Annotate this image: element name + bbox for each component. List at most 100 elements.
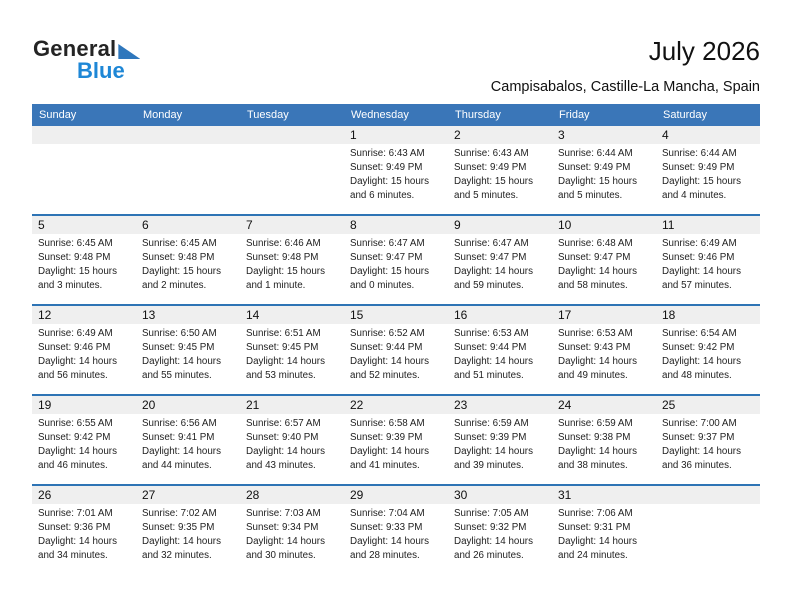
day-cell-17: 17 Sunrise: 6:53 AM Sunset: 9:43 PM Dayligh…: [552, 306, 656, 394]
daylight-text: Daylight: 14 hours and 24 minutes.: [558, 535, 637, 561]
day-number: 5: [32, 216, 136, 234]
daylight-text: Daylight: 14 hours and 49 minutes.: [558, 355, 637, 381]
sunset-text: Sunset: 9:36 PM: [38, 521, 111, 533]
daylight-text: Daylight: 14 hours and 56 minutes.: [38, 355, 117, 381]
day-details: Sunrise: 6:53 AM Sunset: 9:44 PM Daylight:…: [448, 324, 552, 383]
sunrise-text: Sunrise: 6:46 AM: [246, 238, 321, 249]
sunset-text: Sunset: 9:46 PM: [662, 251, 735, 263]
daylight-text: Daylight: 14 hours and 30 minutes.: [246, 535, 325, 561]
logo-triangle-icon: [118, 44, 141, 59]
day-number: 27: [136, 486, 240, 504]
day-cell-2: 2 Sunrise: 6:43 AM Sunset: 9:49 PM Daylight…: [448, 126, 552, 214]
sunset-text: Sunset: 9:42 PM: [662, 341, 735, 353]
daylight-text: Daylight: 14 hours and 48 minutes.: [662, 355, 741, 381]
daylight-text: Daylight: 14 hours and 38 minutes.: [558, 445, 637, 471]
day-cell-8: 8 Sunrise: 6:47 AM Sunset: 9:47 PM Daylight…: [344, 216, 448, 304]
day-cell-3: 3 Sunrise: 6:44 AM Sunset: 9:49 PM Daylight…: [552, 126, 656, 214]
day-details: Sunrise: 6:49 AM Sunset: 9:46 PM Daylight:…: [32, 324, 136, 383]
sunrise-text: Sunrise: 6:57 AM: [246, 418, 321, 429]
sunset-text: Sunset: 9:47 PM: [558, 251, 631, 263]
day-details: Sunrise: 6:52 AM Sunset: 9:44 PM Daylight:…: [344, 324, 448, 383]
day-number: 20: [136, 396, 240, 414]
day-details: Sunrise: 7:02 AM Sunset: 9:35 PM Daylight:…: [136, 504, 240, 563]
daylight-text: Daylight: 14 hours and 58 minutes.: [558, 265, 637, 291]
day-number: 7: [240, 216, 344, 234]
daylight-text: Daylight: 14 hours and 44 minutes.: [142, 445, 221, 471]
week-row: 5 Sunrise: 6:45 AM Sunset: 9:48 PM Daylight…: [32, 214, 760, 304]
daylight-text: Daylight: 15 hours and 6 minutes.: [350, 175, 429, 201]
day-cell-7: 7 Sunrise: 6:46 AM Sunset: 9:48 PM Daylight…: [240, 216, 344, 304]
sunset-text: Sunset: 9:39 PM: [350, 431, 423, 443]
day-details: Sunrise: 7:00 AM Sunset: 9:37 PM Daylight:…: [656, 414, 760, 473]
day-cell-empty: [240, 126, 344, 214]
day-details: Sunrise: 6:58 AM Sunset: 9:39 PM Daylight:…: [344, 414, 448, 473]
day-details: Sunrise: 7:06 AM Sunset: 9:31 PM Daylight:…: [552, 504, 656, 563]
sunrise-text: Sunrise: 6:59 AM: [454, 418, 529, 429]
day-number: 6: [136, 216, 240, 234]
daylight-text: Daylight: 14 hours and 51 minutes.: [454, 355, 533, 381]
sunrise-text: Sunrise: 7:05 AM: [454, 508, 529, 519]
day-details: Sunrise: 7:01 AM Sunset: 9:36 PM Daylight:…: [32, 504, 136, 563]
daylight-text: Daylight: 14 hours and 32 minutes.: [142, 535, 221, 561]
daylight-text: Daylight: 14 hours and 55 minutes.: [142, 355, 221, 381]
day-number: 26: [32, 486, 136, 504]
day-cell-15: 15 Sunrise: 6:52 AM Sunset: 9:44 PM Dayligh…: [344, 306, 448, 394]
week-row: 19 Sunrise: 6:55 AM Sunset: 9:42 PM Dayligh…: [32, 394, 760, 484]
sunrise-text: Sunrise: 6:55 AM: [38, 418, 113, 429]
day-number: 29: [344, 486, 448, 504]
daylight-text: Daylight: 15 hours and 1 minute.: [246, 265, 325, 291]
day-details: Sunrise: 6:59 AM Sunset: 9:38 PM Daylight:…: [552, 414, 656, 473]
daylight-text: Daylight: 15 hours and 4 minutes.: [662, 175, 741, 201]
sunrise-text: Sunrise: 6:51 AM: [246, 328, 321, 339]
sunrise-text: Sunrise: 6:47 AM: [454, 238, 529, 249]
day-number: 31: [552, 486, 656, 504]
sunset-text: Sunset: 9:39 PM: [454, 431, 527, 443]
sunset-text: Sunset: 9:48 PM: [142, 251, 215, 263]
day-number: 22: [344, 396, 448, 414]
day-number: 9: [448, 216, 552, 234]
week-row: 12 Sunrise: 6:49 AM Sunset: 9:46 PM Dayligh…: [32, 304, 760, 394]
day-number: 17: [552, 306, 656, 324]
sunrise-text: Sunrise: 7:02 AM: [142, 508, 217, 519]
day-cell-10: 10 Sunrise: 6:48 AM Sunset: 9:47 PM Dayligh…: [552, 216, 656, 304]
day-number: 21: [240, 396, 344, 414]
day-details: Sunrise: 6:43 AM Sunset: 9:49 PM Daylight:…: [448, 144, 552, 203]
day-number: 18: [656, 306, 760, 324]
day-number: 2: [448, 126, 552, 144]
day-number: 13: [136, 306, 240, 324]
day-cell-12: 12 Sunrise: 6:49 AM Sunset: 9:46 PM Dayligh…: [32, 306, 136, 394]
day-number: [32, 126, 136, 144]
sunset-text: Sunset: 9:45 PM: [142, 341, 215, 353]
sunset-text: Sunset: 9:40 PM: [246, 431, 319, 443]
weekday-header-friday: Friday: [559, 109, 590, 121]
daylight-text: Daylight: 14 hours and 39 minutes.: [454, 445, 533, 471]
day-number: 10: [552, 216, 656, 234]
day-details: Sunrise: 6:55 AM Sunset: 9:42 PM Daylight:…: [32, 414, 136, 473]
sunset-text: Sunset: 9:48 PM: [246, 251, 319, 263]
sunset-text: Sunset: 9:49 PM: [454, 161, 527, 173]
sunrise-text: Sunrise: 6:54 AM: [662, 328, 737, 339]
sunrise-text: Sunrise: 6:44 AM: [662, 148, 737, 159]
daylight-text: Daylight: 15 hours and 5 minutes.: [454, 175, 533, 201]
sunset-text: Sunset: 9:35 PM: [142, 521, 215, 533]
sunset-text: Sunset: 9:48 PM: [38, 251, 111, 263]
sunrise-text: Sunrise: 6:48 AM: [558, 238, 633, 249]
week-row: 1 Sunrise: 6:43 AM Sunset: 9:49 PM Daylight…: [32, 126, 760, 214]
day-details: Sunrise: 6:43 AM Sunset: 9:49 PM Daylight:…: [344, 144, 448, 203]
sunset-text: Sunset: 9:49 PM: [558, 161, 631, 173]
sunset-text: Sunset: 9:41 PM: [142, 431, 215, 443]
day-number: 25: [656, 396, 760, 414]
sunrise-text: Sunrise: 6:43 AM: [454, 148, 529, 159]
sunset-text: Sunset: 9:44 PM: [350, 341, 423, 353]
sunrise-text: Sunrise: 6:43 AM: [350, 148, 425, 159]
logo-text-general: General: [33, 36, 117, 61]
day-cell-9: 9 Sunrise: 6:47 AM Sunset: 9:47 PM Daylight…: [448, 216, 552, 304]
day-details: Sunrise: 7:04 AM Sunset: 9:33 PM Daylight:…: [344, 504, 448, 563]
day-number: 28: [240, 486, 344, 504]
daylight-text: Daylight: 14 hours and 57 minutes.: [662, 265, 741, 291]
day-cell-5: 5 Sunrise: 6:45 AM Sunset: 9:48 PM Daylight…: [32, 216, 136, 304]
day-details: [656, 504, 760, 507]
daylight-text: Daylight: 15 hours and 0 minutes.: [350, 265, 429, 291]
day-number: 15: [344, 306, 448, 324]
